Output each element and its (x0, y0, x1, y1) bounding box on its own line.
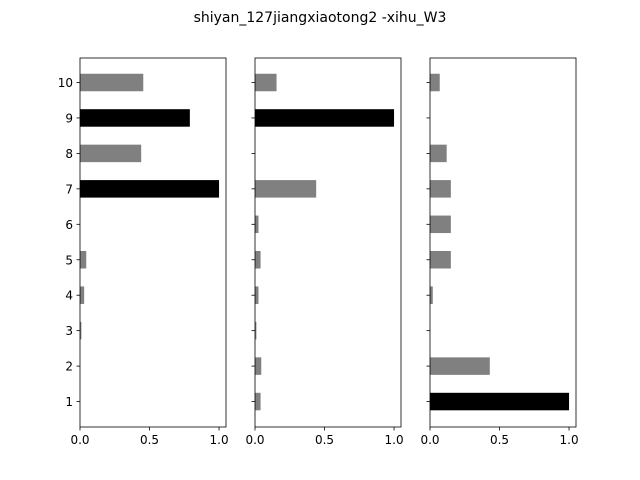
bar-10 (430, 73, 440, 92)
bar-1 (255, 392, 261, 411)
axes-frame (254, 57, 402, 428)
bar-4 (430, 286, 433, 304)
y-tick-label: 2 (65, 360, 73, 374)
x-tick-label: 0.5 (490, 433, 509, 447)
bar-9 (255, 109, 395, 127)
x-tick-label: 0.0 (245, 433, 264, 447)
bar-7 (430, 180, 451, 198)
y-tick-label: 1 (65, 395, 73, 409)
bar-3 (255, 321, 257, 340)
bar-4 (80, 286, 85, 304)
bar-9 (80, 109, 190, 127)
x-tick-label: 0.0 (420, 433, 439, 447)
bar-5 (430, 251, 451, 269)
bar-2 (255, 357, 262, 375)
bar-3 (80, 321, 82, 340)
bar-2 (430, 357, 490, 375)
bar-1 (430, 392, 570, 411)
y-tick-label: 7 (65, 182, 73, 196)
x-tick-label: 0.0 (70, 433, 89, 447)
x-tick-label: 1.0 (385, 433, 404, 447)
bar-6 (430, 215, 451, 234)
bar-10 (80, 73, 144, 92)
chart-title: shiyan_127jiangxiaotong2 -xihu_W3 (194, 10, 447, 26)
x-tick-label: 0.5 (315, 433, 334, 447)
bar-6 (255, 215, 259, 234)
subplots: 1 2 3 4 5 6 7 8 9 10 0.0 0.5 1.0 0.0 0.5 1.0 0.0 0.5 1.0 (58, 57, 579, 447)
bar-8 (430, 144, 447, 163)
bar-5 (255, 251, 261, 269)
axes-frame (429, 57, 577, 428)
axes-frame (79, 57, 227, 428)
y-tick-label: 4 (65, 289, 73, 303)
x-tick-label: 1.0 (560, 433, 579, 447)
bar-10 (255, 73, 277, 92)
subplot-2: 0.0 0.5 1.0 (245, 57, 404, 447)
x-tick-label: 0.5 (140, 433, 159, 447)
y-tick-label: 6 (65, 218, 73, 232)
y-tick-label: 3 (65, 324, 73, 338)
bar-7 (255, 180, 317, 198)
bar-5 (80, 251, 87, 269)
y-tick-label: 9 (65, 111, 73, 125)
subplot-3: 0.0 0.5 1.0 (420, 57, 579, 447)
bar-4 (255, 286, 259, 304)
subplot-1: 1 2 3 4 5 6 7 8 9 10 0.0 0.5 1.0 (58, 57, 229, 447)
x-tick-label: 1.0 (210, 433, 229, 447)
y-tick-label: 10 (58, 76, 73, 90)
y-tick-label: 8 (65, 147, 73, 161)
bar-8 (80, 144, 142, 163)
bar-7 (80, 180, 220, 198)
y-tick-label: 5 (65, 253, 73, 267)
